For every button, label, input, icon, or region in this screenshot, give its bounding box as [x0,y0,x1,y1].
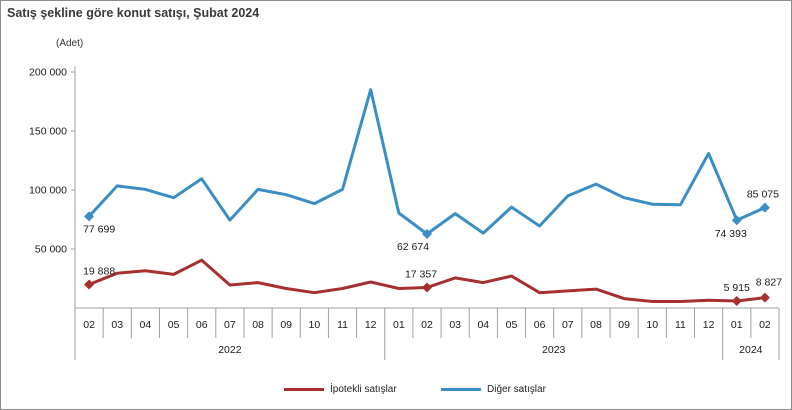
year-label: 2022 [218,344,242,356]
x-tick-label: 02 [83,319,95,331]
x-tick-label: 05 [506,319,518,331]
data-point-marker [731,296,742,307]
legend-item-diger: Diğer satışlar [441,384,546,395]
x-tick-label: 08 [252,319,264,331]
x-tick-label: 10 [309,319,321,331]
data-point-marker [759,292,770,303]
x-tick-label: 07 [562,319,574,331]
data-label: 62 674 [397,241,429,253]
x-tick-label: 01 [731,319,743,331]
legend-label-ipotekli: İpotekli satışlar [330,384,397,395]
x-tick-label: 05 [168,319,180,331]
x-tick-label: 04 [140,319,152,331]
data-point-marker [731,215,742,226]
data-point-marker [422,229,432,240]
data-label: 8 827 [756,277,782,289]
y-tick-label: 200 000 [29,67,67,79]
x-tick-label: 11 [675,319,686,331]
x-tick-label: 12 [703,319,715,331]
data-label: 19 888 [83,266,115,278]
x-tick-label: 06 [534,319,546,331]
x-tick-label: 09 [280,319,292,331]
data-point-marker [84,279,95,290]
legend: İpotekli satışlar Diğer satışlar [0,384,792,404]
y-tick-label: 150 000 [29,126,67,138]
x-tick-label: 03 [449,319,461,331]
y-tick-label: 50 000 [35,244,67,256]
x-tick-label: 06 [196,319,208,331]
x-tick-label: 04 [477,319,489,331]
year-label: 2024 [739,344,763,356]
data-label: 17 357 [405,269,437,281]
data-label: 74 393 [715,228,747,240]
chart-title: Satış şekline göre konut satışı, Şubat 2… [7,6,260,20]
data-point-marker [422,282,432,293]
series-line-0 [87,258,767,303]
x-tick-label: 02 [421,319,433,331]
data-label: 77 699 [83,223,115,235]
x-tick-label: 07 [224,319,236,331]
legend-item-ipotekli: İpotekli satışlar [284,384,397,395]
legend-label-diger: Diğer satışlar [487,384,546,395]
x-tick-label: 11 [337,319,348,331]
x-tick-label: 10 [646,319,658,331]
x-tick-label: 08 [590,319,602,331]
series-line-1 [87,88,767,236]
data-label: 5 915 [724,282,750,294]
legend-swatch-diger [441,388,481,391]
x-tick-label: 02 [759,319,771,331]
x-tick-label: 12 [365,319,377,331]
x-tick-label: 09 [618,319,630,331]
line-chart: 50 000 100 000 150 000 200 000 02 03 04 05 06 07 0… [29,66,782,360]
y-tick-label: 100 000 [29,185,67,197]
data-point-marker [84,211,95,222]
x-tick-label: 03 [111,319,123,331]
x-tick-label: 01 [393,319,405,331]
data-point-marker [759,202,770,213]
data-label: 85 075 [747,189,779,201]
y-axis-unit-label: (Adet) [56,38,84,49]
legend-swatch-ipotekli [284,388,324,391]
year-label: 2023 [542,344,566,356]
